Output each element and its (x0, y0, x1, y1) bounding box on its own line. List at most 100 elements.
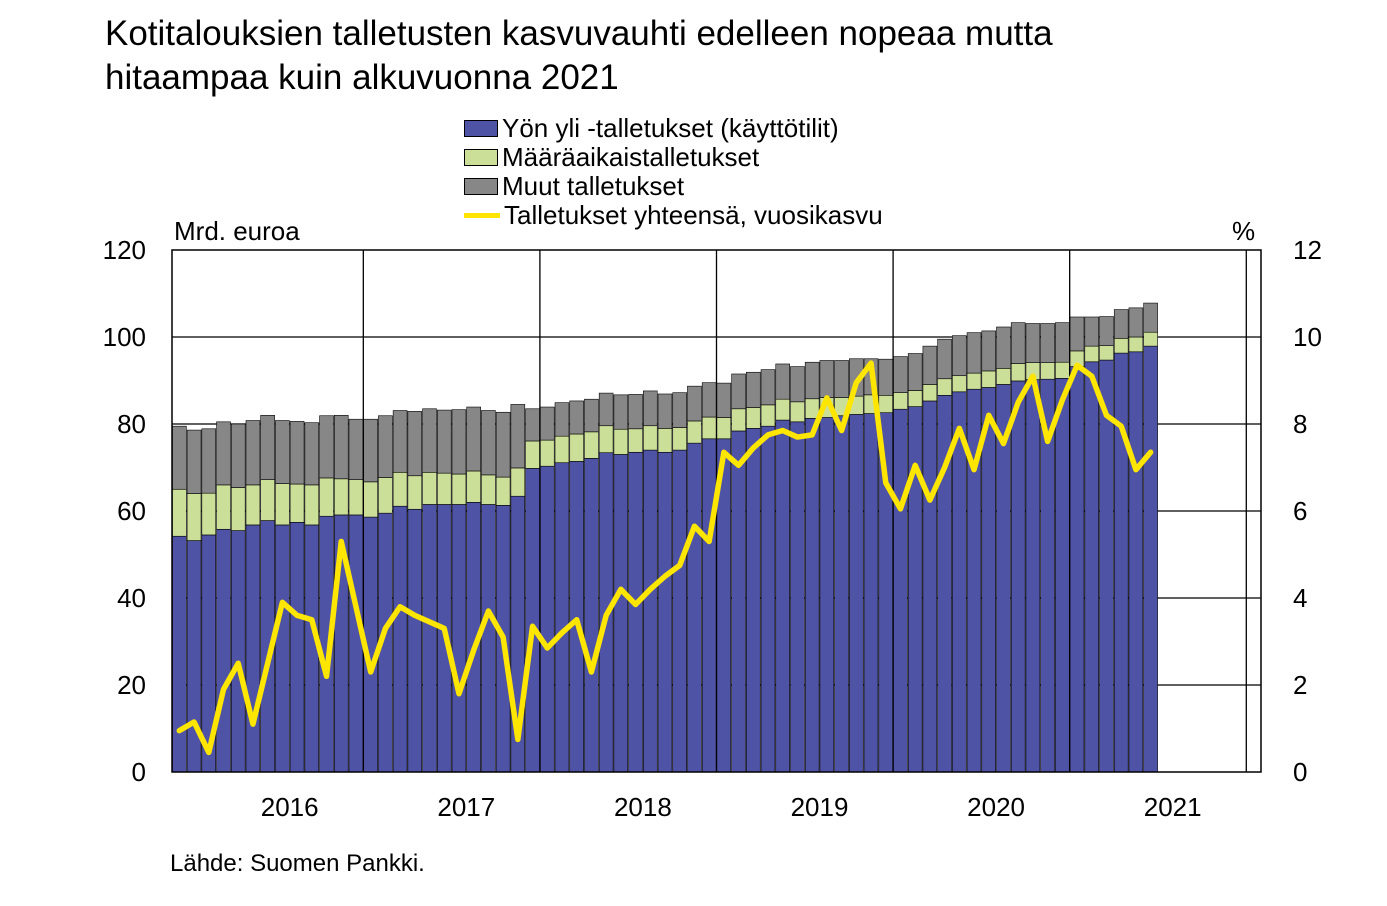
bar-overnight-8 (289, 522, 305, 773)
bar-fixed-term-6 (260, 479, 275, 521)
bar-other-22 (495, 411, 511, 478)
bar-other-3 (216, 421, 231, 486)
bar-overnight-27 (569, 461, 584, 773)
bar-other-12 (348, 418, 364, 480)
bar-other-40 (760, 369, 776, 406)
growth-line (176, 360, 1154, 756)
bar-other-9 (304, 422, 320, 486)
x-tick-label-2019: 2019 (791, 792, 849, 822)
legend-swatch-fixed-term (464, 148, 498, 166)
bar-fixed-term-0 (172, 488, 187, 537)
y-right-tick-label-5: 10 (1293, 322, 1322, 352)
bar-other-66 (1143, 302, 1158, 333)
bar-other-38 (731, 373, 746, 410)
bar-overnight-5 (245, 524, 261, 773)
y-left-tick-label-1: 20 (117, 670, 146, 700)
bar-other-41 (775, 363, 790, 400)
bar-fixed-term-16 (407, 475, 423, 510)
bar-other-13 (363, 418, 378, 483)
bar-fixed-term-32 (643, 425, 658, 451)
bar-fixed-term-50 (907, 390, 923, 407)
bar-overnight-30 (613, 454, 629, 773)
bar-other-20 (466, 406, 481, 472)
bar-other-44 (819, 360, 835, 398)
x-tick-label-2021: 2021 (1144, 792, 1202, 822)
bar-other-27 (569, 400, 584, 435)
bar-overnight-26 (554, 462, 570, 773)
y-left-tick-label-2: 40 (117, 583, 146, 613)
bar-other-24 (525, 408, 540, 442)
bar-overnight-35 (687, 442, 702, 773)
y-left-tick-label-3: 60 (117, 496, 146, 526)
bar-fixed-term-20 (466, 470, 481, 503)
bar-other-35 (687, 385, 702, 422)
bar-fixed-term-40 (760, 404, 776, 427)
bar-overnight-60 (1055, 378, 1070, 773)
bar-fixed-term-29 (598, 425, 614, 454)
plot-frame (171, 249, 1262, 773)
bar-overnight-7 (275, 524, 290, 773)
bar-fixed-term-66 (1143, 331, 1158, 347)
bar-fixed-term-15 (392, 471, 408, 507)
chart-title-line-1: Kotitalouksien talletusten kasvuvauhti e… (105, 14, 1053, 53)
bar-other-49 (893, 356, 908, 393)
bar-fixed-term-52 (937, 378, 952, 396)
bar-fixed-term-21 (481, 474, 496, 505)
bar-fixed-term-7 (275, 483, 290, 526)
bar-other-15 (392, 410, 408, 473)
bar-fixed-term-28 (584, 431, 599, 459)
bar-fixed-term-8 (289, 483, 305, 523)
bar-fixed-term-37 (716, 417, 732, 440)
bar-other-1 (186, 429, 202, 494)
bar-other-45 (834, 360, 849, 398)
bar-overnight-61 (1069, 366, 1085, 773)
bar-fixed-term-63 (1099, 345, 1114, 361)
bar-other-4 (230, 423, 246, 488)
bar-fixed-term-11 (333, 478, 349, 516)
bar-overnight-46 (849, 414, 864, 773)
legend-label-other: Muut talletukset (502, 170, 685, 201)
y-left-tick-label-5: 100 (103, 322, 146, 352)
bar-fixed-term-19 (451, 473, 467, 505)
bar-fixed-term-48 (878, 394, 894, 413)
bar-overnight-15 (392, 505, 408, 773)
bar-fixed-term-55 (981, 370, 997, 388)
y-left-axis-label: Mrd. euroa (174, 216, 300, 246)
bar-other-29 (598, 392, 614, 427)
bar-overnight-12 (348, 514, 364, 773)
bar-overnight-50 (907, 406, 923, 773)
bar-overnight-31 (628, 451, 643, 773)
bar-overnight-39 (746, 428, 761, 773)
bar-other-57 (1010, 322, 1026, 364)
legend-item-growth: Talletukset yhteensä, vuosikasvu (464, 200, 883, 230)
bar-other-54 (966, 332, 982, 374)
x-tick-label-2018: 2018 (614, 792, 672, 822)
legend-swatch-overnight (464, 119, 498, 137)
bar-other-31 (628, 394, 643, 430)
bar-fixed-term-59 (1040, 362, 1055, 380)
bar-overnight-64 (1113, 352, 1129, 773)
bar-overnight-17 (422, 504, 437, 773)
bar-overnight-42 (790, 421, 805, 773)
bar-fixed-term-41 (775, 398, 790, 421)
y-right-tick-label-6: 12 (1293, 235, 1322, 265)
bar-fixed-term-2 (201, 492, 217, 536)
bar-other-61 (1069, 316, 1085, 352)
bar-fixed-term-64 (1113, 338, 1129, 354)
legend-label-growth: Talletukset yhteensä, vuosikasvu (504, 199, 883, 230)
bar-overnight-25 (540, 465, 555, 773)
bar-fixed-term-22 (495, 476, 511, 506)
bar-other-62 (1084, 316, 1100, 347)
bar-fixed-term-34 (672, 427, 687, 451)
y-right-tick-label-4: 8 (1293, 409, 1307, 439)
y-right-tick-label-3: 6 (1293, 496, 1307, 526)
bar-overnight-45 (834, 415, 849, 773)
bar-other-19 (451, 409, 467, 475)
bar-other-64 (1113, 309, 1129, 339)
bar-other-14 (378, 415, 393, 478)
bar-overnight-47 (863, 413, 879, 773)
bar-overnight-24 (525, 468, 540, 773)
bar-fixed-term-60 (1055, 361, 1070, 379)
bar-fixed-term-5 (245, 484, 261, 526)
bar-fixed-term-25 (540, 439, 555, 467)
